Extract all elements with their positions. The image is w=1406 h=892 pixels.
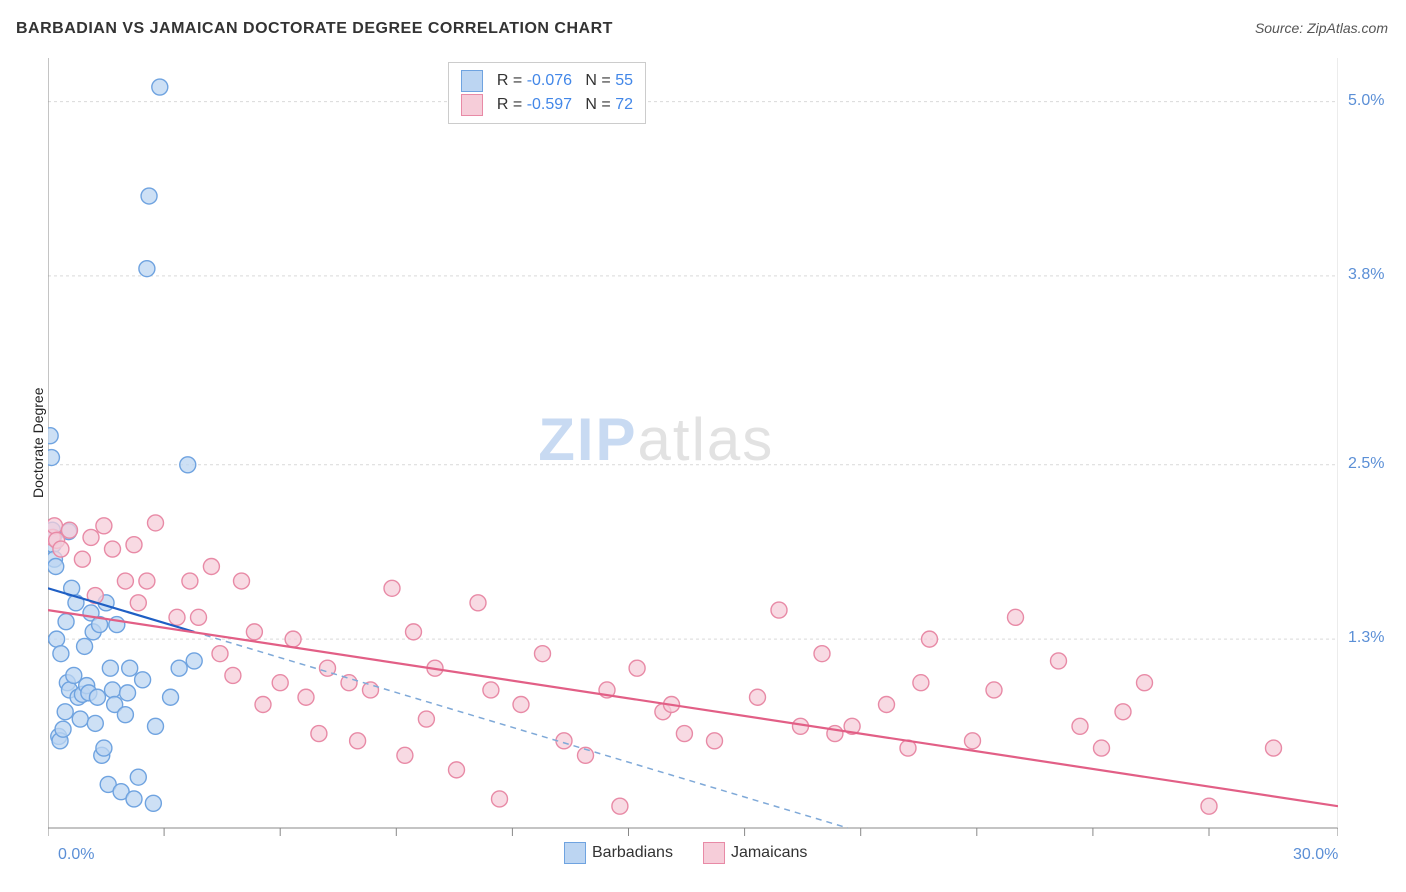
series-legend: Barbadians Jamaicans (564, 842, 807, 864)
y-tick-label: 3.8% (1348, 266, 1384, 284)
source-attribution: Source: ZipAtlas.com (1255, 20, 1388, 36)
legend-label: Jamaicans (731, 844, 807, 861)
legend-swatch (703, 842, 725, 864)
series-legend-item: Jamaicans (703, 842, 807, 864)
legend-row: R = -0.597 N = 72 (461, 93, 633, 117)
y-axis-label: Doctorate Degree (30, 387, 46, 498)
y-tick-label: 1.3% (1348, 629, 1384, 647)
x-max-label: 30.0% (1293, 846, 1338, 864)
x-min-label: 0.0% (58, 846, 94, 864)
legend-stats: R = -0.076 N = 55 (497, 69, 633, 93)
legend-swatch (564, 842, 586, 864)
y-tick-label: 5.0% (1348, 92, 1384, 110)
legend-stats: R = -0.597 N = 72 (497, 93, 633, 117)
correlation-legend: R = -0.076 N = 55R = -0.597 N = 72 (448, 62, 646, 124)
legend-swatch (461, 94, 483, 116)
legend-row: R = -0.076 N = 55 (461, 69, 633, 93)
chart-title: BARBADIAN VS JAMAICAN DOCTORATE DEGREE C… (16, 20, 613, 38)
legend-label: Barbadians (592, 844, 673, 861)
y-tick-label: 2.5% (1348, 455, 1384, 473)
legend-swatch (461, 70, 483, 92)
series-legend-item: Barbadians (564, 842, 673, 864)
chart-plot-area (48, 58, 1338, 828)
